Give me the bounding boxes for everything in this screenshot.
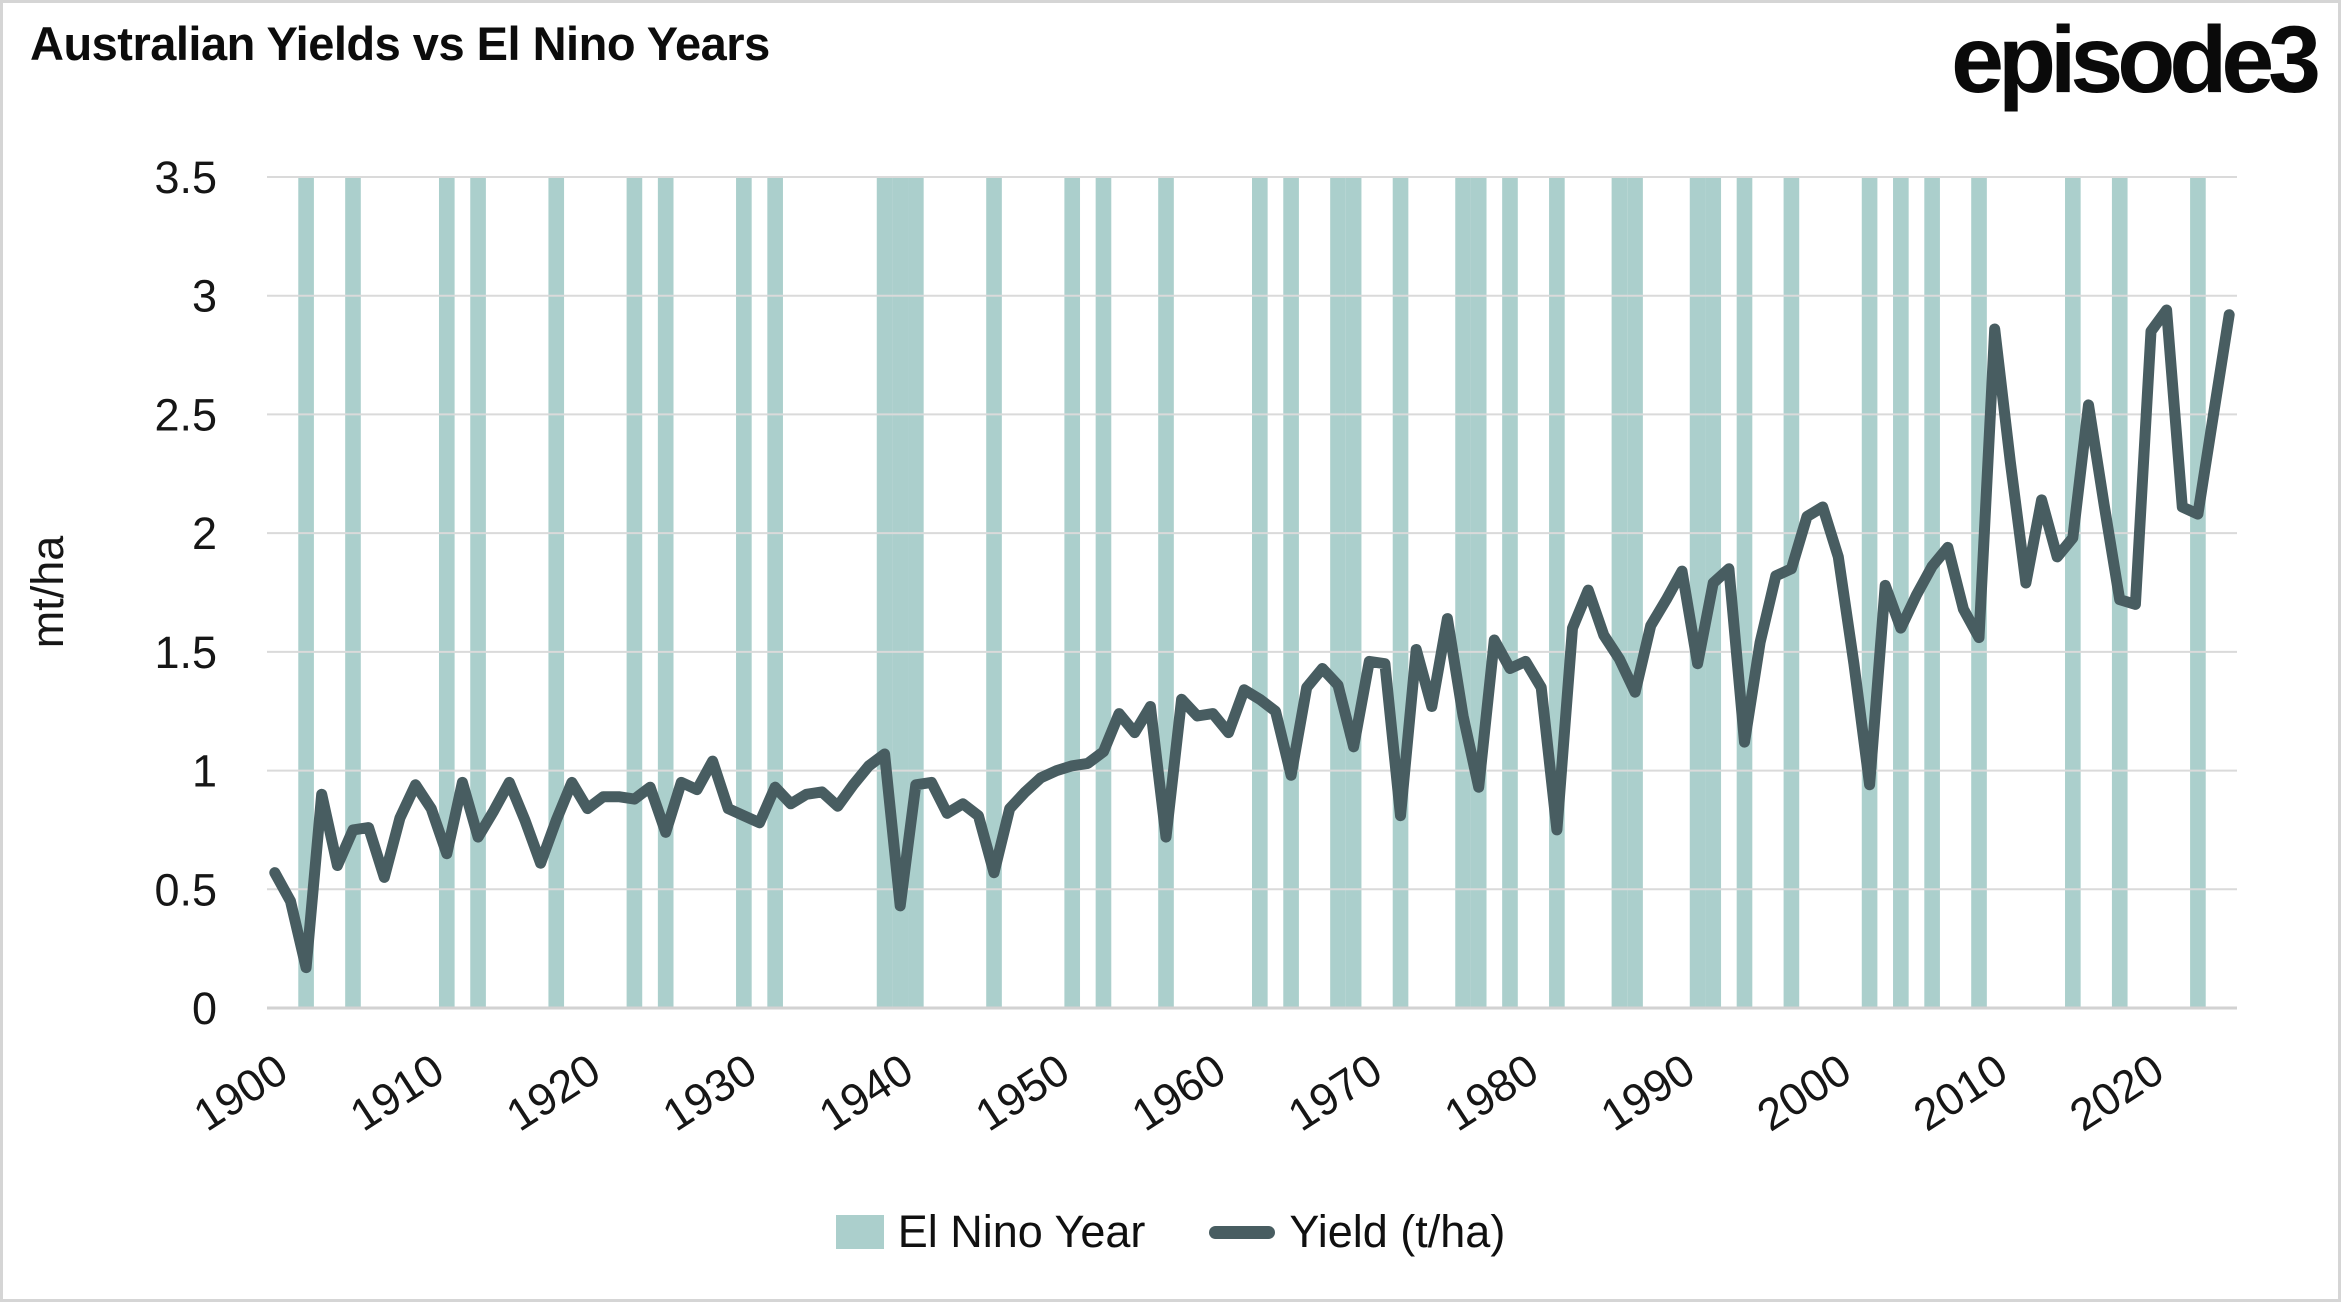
el-nino-band bbox=[908, 177, 924, 1008]
legend: El Nino Year Yield (t/ha) bbox=[0, 1206, 2341, 1258]
x-tick-label: 1910 bbox=[341, 1044, 453, 1141]
chart-title: Australian Yields vs El Nino Years bbox=[30, 17, 770, 70]
y-tick-label: 3.5 bbox=[154, 152, 217, 203]
legend-item-el-nino: El Nino Year bbox=[835, 1206, 1146, 1258]
x-tick-label: 1940 bbox=[810, 1044, 922, 1141]
el-nino-band bbox=[1095, 177, 1112, 1008]
el-nino-band bbox=[1252, 177, 1268, 1008]
el-nino-band bbox=[2065, 177, 2081, 1008]
el-nino-band bbox=[470, 177, 486, 1008]
x-tick-label: 2010 bbox=[1904, 1044, 2016, 1141]
el-nino-band bbox=[1627, 177, 1643, 1008]
el-nino-band bbox=[548, 177, 565, 1008]
el-nino-band bbox=[626, 177, 643, 1008]
yield-line bbox=[269, 304, 2235, 974]
el-nino-band bbox=[1345, 177, 1362, 1008]
el-nino-band bbox=[736, 177, 752, 1008]
x-tick-label: 1950 bbox=[966, 1044, 1078, 1141]
x-tick-label: 1960 bbox=[1123, 1044, 1235, 1141]
el-nino-band bbox=[1549, 177, 1565, 1008]
el-nino-band bbox=[1455, 177, 1471, 1008]
el-nino-band bbox=[1064, 177, 1081, 1008]
el-nino-band bbox=[986, 177, 1002, 1008]
el-nino-band bbox=[1736, 177, 1753, 1008]
x-tick-label: 1980 bbox=[1435, 1044, 1547, 1141]
legend-item-yield: Yield (t/ha) bbox=[1209, 1206, 1505, 1258]
el-nino-band bbox=[657, 177, 674, 1008]
legend-label-yield: Yield (t/ha) bbox=[1289, 1206, 1506, 1257]
el-nino-band bbox=[1861, 177, 1878, 1008]
y-tick-label: 1.5 bbox=[154, 627, 217, 678]
el-nino-band bbox=[438, 177, 455, 1008]
el-nino-band bbox=[1924, 177, 1940, 1008]
y-tick-label: 2 bbox=[192, 508, 217, 559]
y-tick-label: 0.5 bbox=[154, 864, 217, 915]
el-nino-band bbox=[892, 177, 909, 1008]
el-nino-band bbox=[1689, 177, 1706, 1008]
el-nino-band bbox=[1158, 177, 1174, 1008]
el-nino-band bbox=[1893, 177, 1909, 1008]
y-tick-label: 1 bbox=[192, 746, 217, 797]
y-tick-label: 0 bbox=[192, 983, 217, 1034]
x-tick-label: 1990 bbox=[1592, 1044, 1704, 1141]
x-tick-label: 1930 bbox=[654, 1044, 766, 1141]
el-nino-band bbox=[345, 177, 361, 1008]
x-tick-label: 1920 bbox=[497, 1044, 609, 1141]
yield-line-swatch bbox=[1209, 1225, 1276, 1239]
el-nino-band bbox=[1283, 177, 1299, 1008]
y-tick-label: 3 bbox=[192, 271, 217, 322]
el-nino-band bbox=[2190, 177, 2206, 1008]
el-nino-band bbox=[876, 177, 893, 1008]
x-tick-label: 1900 bbox=[185, 1044, 297, 1141]
episode3-logo: episode3 bbox=[1951, 7, 2321, 113]
x-tick-label: 1970 bbox=[1279, 1044, 1391, 1141]
el-nino-band bbox=[1611, 177, 1628, 1008]
el-nino-band bbox=[1330, 177, 1346, 1008]
y-tick-label: 2.5 bbox=[154, 389, 217, 440]
el-nino-swatch bbox=[835, 1215, 884, 1249]
el-nino-band bbox=[298, 177, 314, 1008]
el-nino-band bbox=[1470, 177, 1487, 1008]
el-nino-band bbox=[1392, 177, 1409, 1008]
x-tick-label: 2000 bbox=[1748, 1044, 1860, 1141]
el-nino-band bbox=[767, 177, 783, 1008]
legend-label-el-nino: El Nino Year bbox=[897, 1206, 1146, 1257]
el-nino-band bbox=[1502, 177, 1518, 1008]
el-nino-band bbox=[1783, 177, 1800, 1008]
x-tick-label: 2020 bbox=[2061, 1044, 2173, 1141]
